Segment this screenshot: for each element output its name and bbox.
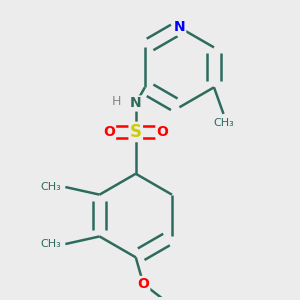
Text: O: O xyxy=(156,125,168,139)
Text: O: O xyxy=(103,125,115,139)
Text: N: N xyxy=(174,20,185,34)
Text: N: N xyxy=(130,97,142,110)
Text: CH₃: CH₃ xyxy=(213,118,234,128)
Text: CH₃: CH₃ xyxy=(41,239,62,249)
Text: CH₃: CH₃ xyxy=(41,182,62,192)
Text: H: H xyxy=(112,95,122,108)
Text: O: O xyxy=(137,277,149,291)
Text: S: S xyxy=(130,123,142,141)
